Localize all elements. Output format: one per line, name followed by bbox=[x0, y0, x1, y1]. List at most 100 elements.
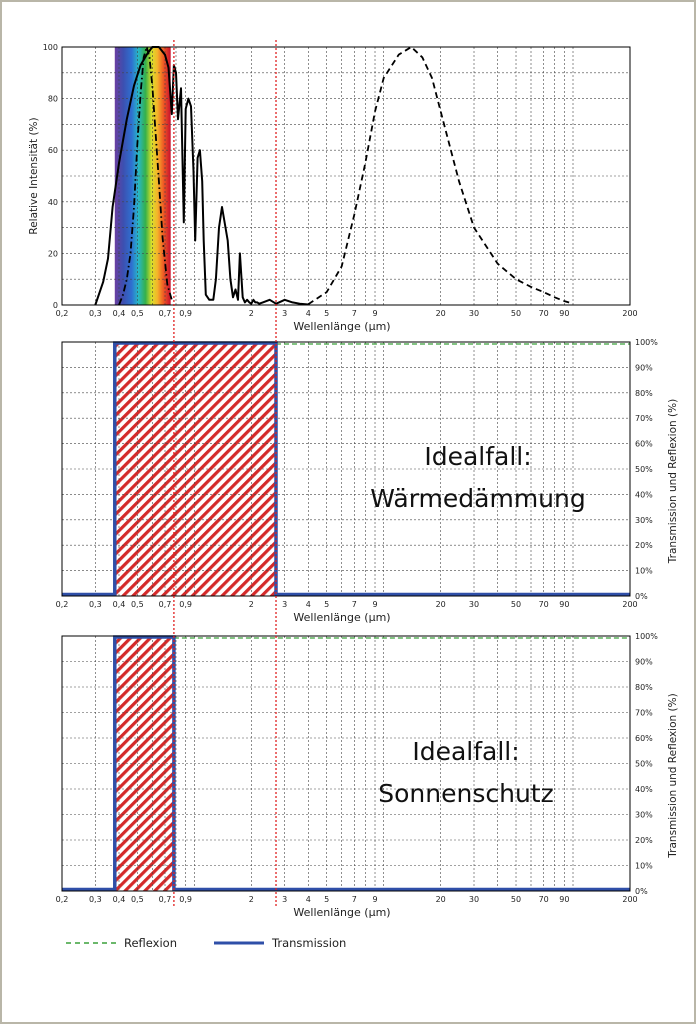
y-tick-label: 90% bbox=[635, 363, 653, 372]
transmission-hatched-area bbox=[114, 637, 174, 891]
transmission-line bbox=[62, 635, 630, 892]
x-tick-label: 9 bbox=[372, 600, 377, 609]
plot-frame bbox=[61, 635, 631, 892]
x-tick-label: 90 bbox=[559, 309, 569, 318]
x-tick-label: 20 bbox=[436, 309, 446, 318]
x-tick-label: 3 bbox=[282, 600, 287, 609]
x-axis-label: Wellenlänge (µm) bbox=[293, 320, 390, 333]
x-tick-label: 0,7 bbox=[159, 309, 172, 318]
x-tick-label: 0,4 bbox=[113, 309, 126, 318]
eye-sensitivity-line bbox=[118, 46, 173, 306]
y-tick-label: 10% bbox=[635, 567, 653, 576]
x-tick-label: 30 bbox=[469, 895, 479, 904]
x-tick-label: 0,9 bbox=[179, 309, 192, 318]
x-tick-label: 5 bbox=[324, 309, 329, 318]
x-tick-label: 0,5 bbox=[131, 600, 144, 609]
x-tick-label: 90 bbox=[559, 600, 569, 609]
case-title-line-2: Sonnenschutz bbox=[378, 779, 553, 808]
y-axis-label: Transmission und Reflexion (%) bbox=[667, 399, 679, 564]
x-tick-label: 0,4 bbox=[113, 600, 126, 609]
x-tick-label: 20 bbox=[436, 895, 446, 904]
waermedaemmung-chart: 0% 10% 20% 30% 40% 50% 60% 70% 80% 90% 100% 0,2 0,3… bbox=[56, 338, 679, 624]
x-tick-label: 3 bbox=[282, 309, 287, 318]
y-tick-label: 100% bbox=[635, 338, 658, 347]
y-tick-label: 70% bbox=[635, 414, 653, 423]
x-tick-label: 50 bbox=[511, 895, 521, 904]
x-tick-label: 90 bbox=[559, 895, 569, 904]
x-tick-label: 200 bbox=[622, 895, 637, 904]
x-tick-label: 20 bbox=[436, 600, 446, 609]
y-tick-label: 80% bbox=[635, 389, 653, 398]
x-tick-label: 5 bbox=[324, 600, 329, 609]
y-tick-label: 30% bbox=[635, 516, 653, 525]
y-tick-label: 0% bbox=[635, 887, 648, 896]
intensity-chart: 0 20 40 60 80 100 0,2 0,3 0,4 0,5 0,7 0,9 2 3 4 5 7 9 20 3… bbox=[28, 43, 638, 333]
x-tick-label: 2 bbox=[249, 895, 254, 904]
x-tick-label: 0,3 bbox=[89, 309, 102, 318]
y-tick-label: 40 bbox=[48, 198, 58, 207]
legend-reflexion-label: Reflexion bbox=[124, 936, 177, 950]
case-title-line-1: Idealfall: bbox=[424, 442, 531, 471]
x-tick-label: 2 bbox=[249, 600, 254, 609]
y-tick-label: 20% bbox=[635, 541, 653, 550]
x-tick-label: 0,3 bbox=[89, 895, 102, 904]
y-tick-label: 100% bbox=[635, 632, 658, 641]
x-tick-label: 9 bbox=[372, 895, 377, 904]
y-tick-label: 10% bbox=[635, 862, 653, 871]
grid bbox=[62, 47, 630, 305]
series-group bbox=[62, 341, 630, 597]
y-tick-label: 30% bbox=[635, 811, 653, 820]
x-tick-label: 0,9 bbox=[179, 600, 192, 609]
x-tick-label: 7 bbox=[352, 600, 357, 609]
legend: Reflexion Transmission bbox=[66, 936, 346, 950]
x-tick-labels: 0,2 0,3 0,4 0,5 0,7 0,9 2 3 4 5 7 9 20 30 50 70 90 200 bbox=[56, 600, 638, 609]
y-axis-label: Transmission und Reflexion (%) bbox=[667, 693, 679, 858]
sonnenschutz-chart: 0% 10% 20% 30% 40% 50% 60% 70% 80% 90% 100% 0,2 0,3… bbox=[56, 632, 679, 919]
plot-frame bbox=[61, 341, 631, 597]
grid bbox=[62, 342, 630, 596]
y-tick-label: 60% bbox=[635, 734, 653, 743]
x-tick-label: 30 bbox=[469, 600, 479, 609]
y-tick-label: 90% bbox=[635, 658, 653, 667]
x-tick-label: 9 bbox=[372, 309, 377, 318]
y-tick-label: 80% bbox=[635, 683, 653, 692]
legend-transmission-label: Transmission bbox=[271, 936, 346, 950]
y-tick-label: 60% bbox=[635, 440, 653, 449]
y-tick-label: 50% bbox=[635, 465, 653, 474]
x-tick-label: 0,2 bbox=[56, 600, 69, 609]
x-tick-label: 0,4 bbox=[113, 895, 126, 904]
y-axis-label: Relative Intensität (%) bbox=[28, 117, 40, 234]
y-tick-label: 40% bbox=[635, 490, 653, 499]
plot-frame bbox=[61, 46, 631, 306]
x-tick-label: 200 bbox=[622, 309, 637, 318]
y-tick-label: 70% bbox=[635, 709, 653, 718]
x-tick-label: 2 bbox=[249, 309, 254, 318]
y-tick-labels: 0% 10% 20% 30% 40% 50% 60% 70% 80% 90% 100% bbox=[635, 338, 658, 601]
x-tick-label: 0,9 bbox=[179, 895, 192, 904]
x-tick-label: 3 bbox=[282, 895, 287, 904]
x-tick-label: 0,5 bbox=[131, 309, 144, 318]
y-tick-labels: 0 20 40 60 80 100 bbox=[43, 43, 58, 310]
x-tick-label: 7 bbox=[352, 309, 357, 318]
x-axis-label: Wellenlänge (µm) bbox=[293, 611, 390, 624]
x-tick-label: 70 bbox=[539, 895, 549, 904]
y-tick-label: 100 bbox=[43, 43, 58, 52]
y-tick-labels: 0% 10% 20% 30% 40% 50% 60% 70% 80% 90% 100% bbox=[635, 632, 658, 896]
thermal-radiation-line bbox=[307, 46, 574, 305]
series-group bbox=[62, 635, 630, 892]
x-tick-label: 0,2 bbox=[56, 895, 69, 904]
case-title-line-1: Idealfall: bbox=[412, 737, 519, 766]
y-tick-label: 20 bbox=[48, 249, 58, 258]
x-tick-label: 0,7 bbox=[159, 895, 172, 904]
x-tick-label: 200 bbox=[622, 600, 637, 609]
x-axis-label: Wellenlänge (µm) bbox=[293, 906, 390, 919]
x-tick-label: 70 bbox=[539, 600, 549, 609]
x-tick-label: 30 bbox=[469, 309, 479, 318]
y-tick-label: 0 bbox=[53, 301, 58, 310]
y-tick-label: 80 bbox=[48, 95, 58, 104]
x-tick-label: 0,2 bbox=[56, 309, 69, 318]
x-tick-label: 0,3 bbox=[89, 600, 102, 609]
case-title-line-2: Wärmedämmung bbox=[370, 484, 585, 513]
